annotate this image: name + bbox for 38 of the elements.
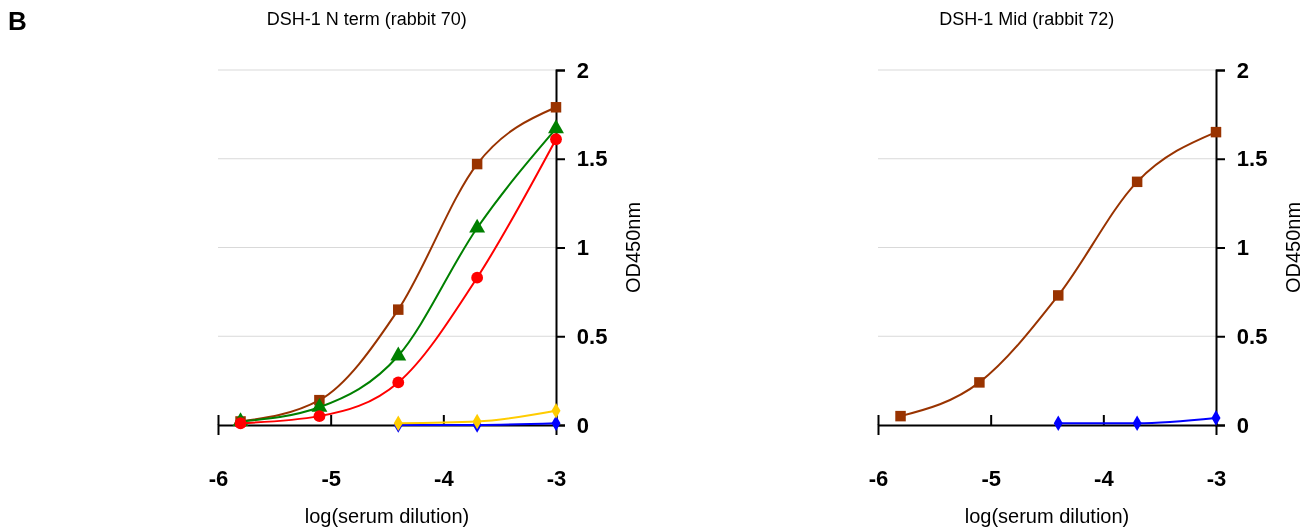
point	[471, 271, 484, 284]
y-tick-label: 0	[576, 412, 590, 438]
chart-title: DSH-1 Mid (rabbit 72)	[939, 9, 1115, 29]
y-tick-label: 1.5	[576, 146, 608, 172]
x-tick-label: -5	[981, 466, 1001, 492]
x-axis-title: log(serum dilution)	[964, 505, 1130, 527]
point	[548, 119, 564, 134]
point	[1053, 290, 1064, 301]
y-tick-label: 0.5	[1236, 323, 1268, 349]
x-tick-label: -6	[868, 466, 889, 492]
y-tick-label: 1	[1236, 235, 1250, 261]
point	[392, 376, 405, 389]
y-tick-label: 0	[1236, 412, 1250, 438]
x-axis-title: log(serum dilution)	[304, 505, 470, 527]
point	[974, 377, 985, 388]
x-tick-label: -3	[546, 466, 567, 492]
point	[895, 410, 906, 422]
x-tick-label: -3	[1206, 466, 1227, 492]
y-axis-title: OD450nm	[622, 201, 644, 294]
chart-title: DSH-1 N term (rabbit 70)	[266, 9, 467, 29]
point	[313, 410, 326, 423]
y-tick-label: 0.5	[576, 323, 608, 349]
point	[1210, 126, 1222, 138]
point	[550, 133, 562, 146]
point	[471, 158, 483, 170]
y-tick-label: 2	[576, 57, 590, 83]
point	[1131, 176, 1143, 188]
x-tick-label: -5	[321, 466, 341, 492]
text: B	[8, 6, 27, 36]
x-tick-label: -4	[434, 466, 455, 492]
x-tick-label: -6	[208, 466, 229, 492]
y-axis-title: OD450nm	[1282, 201, 1304, 294]
point	[393, 304, 404, 315]
y-tick-label: 2	[1236, 57, 1250, 83]
y-tick-label: 1	[576, 235, 590, 261]
point	[550, 102, 562, 113]
x-tick-label: -4	[1094, 466, 1115, 492]
y-tick-label: 1.5	[1236, 146, 1268, 172]
